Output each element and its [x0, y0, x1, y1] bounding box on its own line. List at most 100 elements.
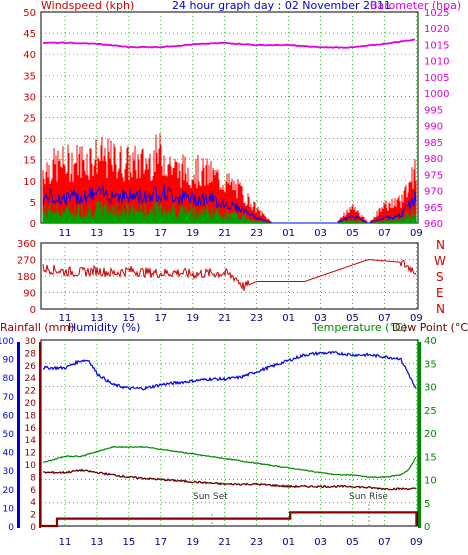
temperature-y-tick-label: 5: [424, 499, 430, 510]
rainfall-y-tick-label: 12: [25, 449, 36, 459]
temperature-y-tick-label: 10: [424, 476, 437, 487]
direction-y-tick-label: 360: [17, 239, 36, 250]
x-tick-label: 15: [122, 537, 135, 548]
x-tick-label: 15: [122, 313, 135, 324]
x-tick-label: 19: [186, 313, 199, 324]
windspeed-line: [42, 184, 417, 224]
series-layer: [41, 38, 418, 528]
wind-y-tick-label: 0: [30, 219, 36, 230]
wind-y-tick-label: 25: [23, 114, 36, 125]
wind-y-tick-label: 30: [23, 92, 36, 103]
baro-y-tick-label: 1025: [424, 8, 449, 19]
temperature-y-tick-label: 15: [424, 452, 437, 463]
x-tick-label: 15: [122, 228, 135, 239]
rainfall-y-tick-label: 8: [30, 473, 36, 483]
humidity-y-tick-label: 60: [3, 411, 15, 421]
x-tick-label: 01: [282, 537, 295, 548]
x-tick-label: 09: [410, 537, 423, 548]
x-tick-label: 05: [346, 228, 359, 239]
x-tick-label: 09: [410, 228, 423, 239]
x-tick-label: 17: [154, 537, 167, 548]
x-tick-label: 23: [250, 228, 263, 239]
wind-y-tick-label: 40: [23, 50, 36, 61]
humidity-y-tick-label: 100: [0, 337, 14, 347]
x-tick-label: 17: [154, 228, 167, 239]
x-tick-label: 01: [282, 313, 295, 324]
temperature-y-tick-label: 40: [424, 336, 437, 347]
rainfall-y-tick-label: 26: [25, 362, 37, 372]
x-tick-label: 05: [346, 313, 359, 324]
direction-y-tick-label: 270: [17, 256, 36, 267]
x-tick-label: 13: [91, 537, 104, 548]
wind-gust-bars: [42, 133, 417, 223]
dewpoint-axis-label: Dew Point (°C): [392, 321, 468, 334]
rainfall-y-tick-label: 24: [25, 374, 37, 384]
x-tick-label: 23: [250, 313, 263, 324]
wind-y-tick-label: 50: [23, 8, 36, 19]
baro-y-tick-label: 995: [424, 105, 443, 116]
humidity-y-tick-label: 70: [3, 393, 15, 403]
temperature-y-tick-label: 30: [424, 383, 437, 394]
barometer-axis-label: Barometer (hpa): [370, 0, 461, 12]
x-tick-label: 07: [378, 537, 391, 548]
humidity-y-tick-label: 80: [3, 374, 15, 384]
x-tick-label: 09: [410, 313, 423, 324]
baro-y-tick-label: 970: [424, 187, 443, 198]
humidity-y-tick-label: 10: [3, 504, 15, 514]
rainfall-line: [41, 511, 418, 528]
compass-label-s: S: [436, 270, 444, 284]
rainfall-y-tick-label: 0: [30, 523, 36, 533]
windspeed-axis-label: Windspeed (kph): [41, 0, 134, 12]
sunrise-annotation: Sun Rise: [349, 492, 388, 502]
humidity-axis-label: Humidity (%): [68, 321, 140, 334]
wind-y-tick-label: 10: [23, 177, 36, 188]
humidity-y-tick-label: 0: [8, 523, 14, 533]
rainfall-axis-label: Rainfall (mm): [0, 321, 74, 334]
humidity-y-tick-label: 50: [3, 430, 15, 440]
barometer-line: [42, 38, 416, 49]
baro-y-tick-label: 1005: [424, 73, 449, 84]
temperature-y-tick-label: 0: [424, 522, 430, 533]
rainfall-y-tick-label: 30: [25, 337, 37, 347]
x-tick-label: 11: [59, 228, 72, 239]
x-tick-label: 13: [91, 313, 104, 324]
x-tick-label: 13: [91, 228, 104, 239]
chart-title: 24 hour graph day : 02 November 2011: [172, 0, 391, 12]
temperature-y-tick-label: 35: [424, 359, 437, 370]
dewpoint-line: [43, 468, 417, 491]
x-tick-label: 07: [378, 228, 391, 239]
x-tick-label: 07: [378, 313, 391, 324]
baro-y-tick-label: 975: [424, 170, 443, 181]
humidity-y-tick-label: 90: [3, 356, 15, 366]
baro-y-tick-label: 1020: [424, 24, 449, 35]
direction-y-tick-label: 180: [17, 272, 36, 283]
x-tick-label: 11: [59, 313, 72, 324]
humidity-y-tick-label: 30: [3, 467, 15, 477]
x-tick-label: 21: [218, 228, 231, 239]
baro-y-tick-label: 985: [424, 138, 443, 149]
rainfall-y-tick-label: 6: [30, 486, 36, 496]
compass-label-e: E: [436, 286, 444, 300]
x-tick-label: 11: [59, 537, 72, 548]
baro-y-tick-label: 960: [424, 219, 443, 230]
x-tick-label: 19: [186, 537, 199, 548]
rainfall-y-tick-label: 10: [25, 461, 37, 471]
rainfall-y-tick-label: 20: [25, 399, 37, 409]
x-tick-label: 03: [314, 313, 327, 324]
compass-labels: N W S E N: [434, 238, 446, 316]
x-tick-label: 21: [218, 313, 231, 324]
baro-y-tick-label: 965: [424, 203, 443, 214]
humidity-y-tick-label: 40: [3, 449, 15, 459]
compass-label-n-bottom: N: [436, 302, 445, 316]
temperature-line: [42, 445, 417, 479]
x-tick-label: 05: [346, 537, 359, 548]
x-tick-label: 17: [154, 313, 167, 324]
rainfall-y-tick-label: 14: [25, 436, 37, 446]
x-tick-label: 21: [218, 537, 231, 548]
baro-y-tick-label: 1010: [424, 57, 449, 68]
temperature-axis-label: Temperature (°C): [311, 321, 407, 334]
rainfall-y-tick-label: 2: [30, 511, 36, 521]
baro-y-tick-label: 990: [424, 122, 443, 133]
